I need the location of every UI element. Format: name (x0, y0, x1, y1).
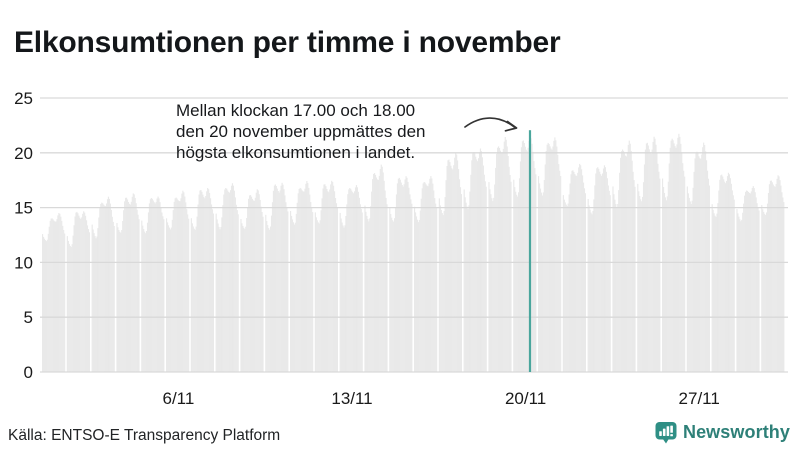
x-tick-label: 27/11 (679, 389, 720, 408)
y-tick-label: 15 (14, 199, 33, 218)
bar-chart-speech-bubble-icon (655, 422, 677, 444)
y-axis-tick-labels: 0 5 10 15 20 25 (14, 89, 33, 382)
bars-layer (42, 133, 785, 372)
y-tick-label: 20 (14, 144, 33, 163)
annotation-line-2: den 20 november uppmättes den (176, 122, 426, 141)
x-axis-tick-labels: 6/11 13/11 20/11 27/11 (162, 389, 719, 408)
x-tick-label: 6/11 (162, 389, 194, 408)
annotation-arrow (464, 117, 518, 132)
annotation-line-1: Mellan klockan 17.00 och 18.00 (176, 101, 416, 120)
x-tick-label: 13/11 (331, 389, 372, 408)
newsworthy-logo: Newsworthy (655, 421, 790, 444)
peak-annotation: Mellan klockan 17.00 och 18.00 den 20 no… (176, 100, 426, 163)
y-tick-label: 5 (24, 308, 33, 327)
y-tick-label: 10 (14, 253, 33, 272)
annotation-line-3: högsta elkonsumtionen i landet. (176, 143, 416, 162)
gridlines (40, 97, 788, 373)
y-tick-label: 0 (24, 363, 33, 382)
brand-name: Newsworthy (682, 422, 790, 442)
source-note: Källa: ENTSO-E Transparency Platform (8, 427, 281, 444)
y-tick-label: 25 (14, 89, 33, 108)
highlighted-peak-bar (528, 130, 532, 372)
x-tick-label: 20/11 (505, 389, 546, 408)
page-title: Elkonsumtionen per timme i november (14, 26, 561, 60)
